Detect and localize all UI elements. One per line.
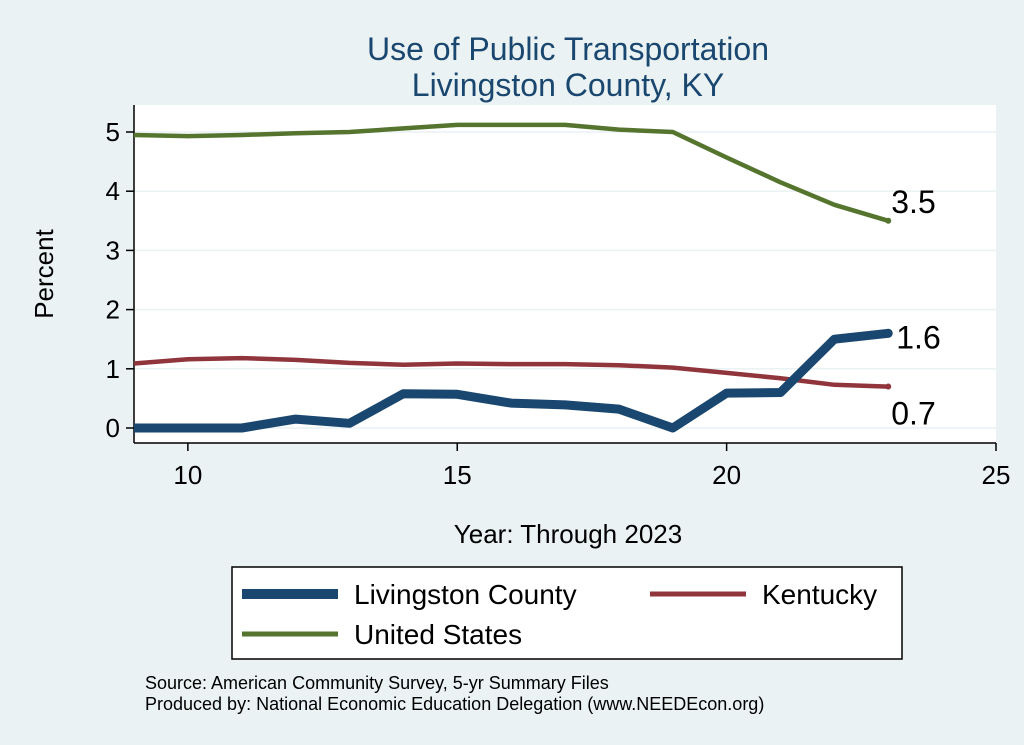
series-line-livingston-county [134,328,889,433]
legend-label-livingston-county: Livingston County [354,579,577,610]
y-tick-label-0: 0 [106,413,120,443]
plot-area [134,105,996,443]
y-tick-label-3: 3 [106,235,120,265]
x-axis-label: Year: Through 2023 [454,519,682,549]
legend-label-kentucky: Kentucky [762,579,877,610]
produced-note: Produced by: National Economic Education… [145,694,764,714]
series-line-united-states [133,122,889,223]
series-end-point-united-states [885,217,892,224]
grid-lines [134,131,996,429]
legend: Livingston County Kentucky United States [231,566,903,660]
x-tick-label-25: 25 [982,460,1011,490]
y-tick-label-4: 4 [106,176,120,206]
series-end-point-livingston-county [883,328,893,338]
y-tick-label-2: 2 [106,295,120,325]
x-tick-label-10: 10 [173,460,202,490]
end-label-united-states: 3.5 [891,184,935,220]
y-tick-label-1: 1 [106,354,120,384]
source-note: Source: American Community Survey, 5-yr … [145,673,609,693]
legend-box [231,566,903,660]
end-label-livingston-county: 1.6 [896,319,940,355]
series-end-point-kentucky [885,383,892,390]
x-tick-label-15: 15 [443,460,472,490]
legend-label-united-states: United States [354,619,522,650]
y-tick-label-5: 5 [106,117,120,147]
y-axis-label: Percent [29,228,59,318]
chart-title: Use of Public Transportation [367,31,769,67]
end-label-kentucky: 0.7 [891,396,935,432]
x-axis: 10 15 20 25 [134,442,1011,490]
x-tick-label-20: 20 [712,460,741,490]
series-line-kentucky [133,355,889,389]
y-axis: 0 1 2 3 4 5 [106,105,135,443]
series-layer: 1.6 0.7 3.5 [133,122,941,433]
chart-subtitle: Livingston County, KY [412,67,724,103]
